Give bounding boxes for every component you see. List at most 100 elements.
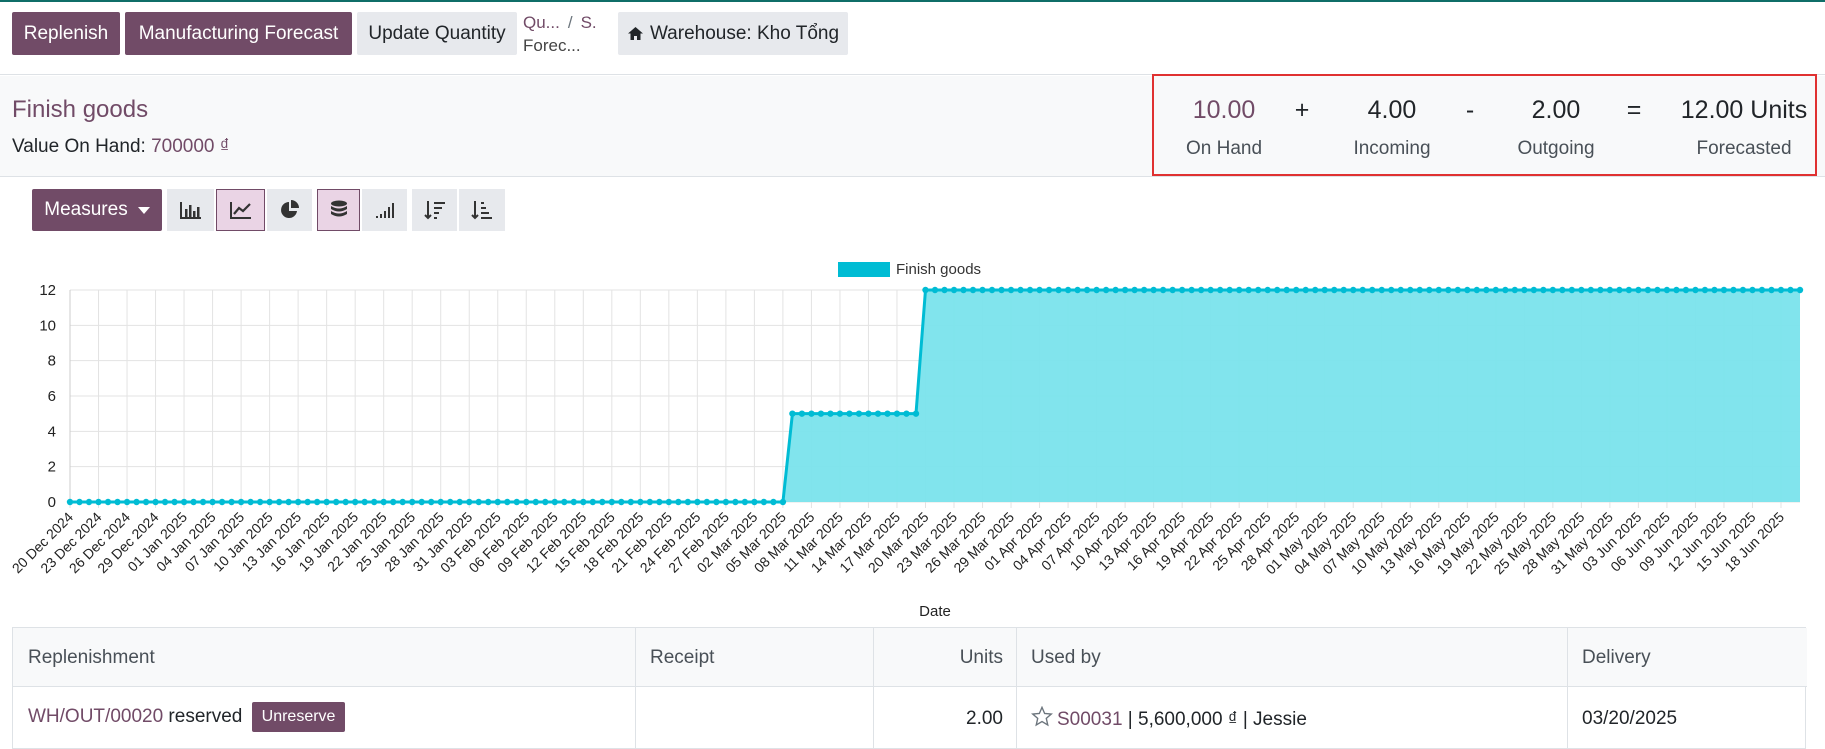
data-point bbox=[1549, 286, 1557, 294]
column-header-delivery[interactable]: Delivery bbox=[1582, 647, 1651, 668]
breadcrumb: Qu... / S. Forec... bbox=[523, 12, 597, 56]
value-on-hand: Value On Hand: 700000 ₫ bbox=[12, 136, 230, 158]
equals-operator: = bbox=[1626, 96, 1642, 124]
data-point bbox=[1483, 286, 1490, 294]
pie-chart-button[interactable] bbox=[267, 189, 312, 231]
data-point bbox=[1102, 286, 1110, 294]
data-point bbox=[1559, 286, 1566, 294]
sale-order-link[interactable]: S00031 bbox=[1057, 709, 1123, 730]
data-point bbox=[551, 498, 558, 506]
data-point bbox=[580, 498, 587, 506]
warehouse-dropdown[interactable]: Warehouse: Kho Tổng bbox=[618, 12, 848, 55]
star-icon[interactable] bbox=[1031, 705, 1053, 727]
data-point bbox=[808, 410, 815, 417]
data-point bbox=[1521, 286, 1528, 294]
data-point bbox=[171, 498, 178, 506]
data-point bbox=[1388, 286, 1395, 294]
data-point bbox=[1150, 286, 1157, 294]
data-point bbox=[722, 498, 730, 506]
data-point bbox=[855, 410, 863, 417]
data-point bbox=[637, 498, 644, 506]
bar-chart-button[interactable] bbox=[167, 189, 214, 231]
data-point bbox=[304, 498, 311, 506]
sort-descending-button[interactable] bbox=[412, 189, 457, 231]
data-point bbox=[1435, 286, 1442, 294]
sort-ascending-button[interactable] bbox=[459, 189, 505, 231]
data-point bbox=[1293, 286, 1300, 294]
data-point bbox=[1777, 286, 1785, 294]
product-title[interactable]: Finish goods bbox=[12, 96, 149, 123]
data-point bbox=[1758, 286, 1766, 294]
pie-chart-icon bbox=[280, 200, 299, 218]
y-tick-label: 8 bbox=[48, 353, 56, 370]
data-point bbox=[114, 498, 121, 506]
data-point bbox=[1578, 286, 1585, 294]
data-point bbox=[969, 286, 977, 294]
column-header-receipt[interactable]: Receipt bbox=[650, 647, 715, 668]
data-point bbox=[751, 498, 758, 506]
cumulative-button[interactable] bbox=[362, 189, 407, 231]
data-point bbox=[1568, 286, 1576, 294]
column-header-replenishment[interactable]: Replenishment bbox=[28, 647, 155, 668]
data-point bbox=[1302, 286, 1309, 294]
data-point bbox=[1625, 286, 1633, 294]
y-tick-label: 4 bbox=[48, 423, 56, 440]
data-point bbox=[209, 498, 216, 506]
update-quantity-button[interactable]: Update Quantity bbox=[357, 12, 517, 55]
line-chart-button[interactable] bbox=[216, 189, 265, 231]
data-point bbox=[988, 286, 996, 294]
data-point bbox=[1749, 286, 1756, 294]
data-point bbox=[589, 498, 597, 506]
data-point bbox=[351, 498, 359, 506]
manufacturing-forecast-button[interactable]: Manufacturing Forecast bbox=[125, 12, 352, 55]
unreserve-button[interactable]: Unreserve bbox=[251, 702, 346, 732]
y-tick-label: 12 bbox=[39, 282, 56, 299]
data-point bbox=[152, 498, 159, 506]
data-point bbox=[874, 410, 882, 417]
measures-dropdown[interactable]: Measures bbox=[32, 189, 162, 231]
data-point bbox=[1140, 286, 1148, 294]
forecast-table: Replenishment Receipt Units Used by Deli… bbox=[12, 627, 1807, 749]
data-point bbox=[1739, 286, 1747, 294]
breadcrumb-item-quants[interactable]: Qu... bbox=[523, 13, 560, 32]
stacked-button[interactable] bbox=[317, 189, 360, 231]
data-point bbox=[342, 498, 349, 506]
column-header-units[interactable]: Units bbox=[959, 647, 1003, 668]
forecast-summary: 10.00 On Hand + 4.00 Incoming - 2.00 Out… bbox=[1152, 74, 1817, 176]
replenish-button[interactable]: Replenish bbox=[12, 12, 120, 55]
forecast-chart: Finish goods 0 2 4 6 8 10 12 20 Dec 2024 23 Dec 2… bbox=[9, 252, 1806, 622]
data-point bbox=[789, 410, 796, 417]
data-point bbox=[950, 286, 958, 294]
column-header-used-by[interactable]: Used by bbox=[1031, 647, 1101, 668]
data-point bbox=[1283, 286, 1290, 294]
data-point bbox=[1331, 286, 1338, 294]
column-divider bbox=[635, 628, 636, 749]
top-accent-line bbox=[0, 0, 1825, 2]
data-point bbox=[912, 410, 920, 417]
data-point bbox=[903, 410, 910, 417]
data-point bbox=[627, 498, 635, 506]
data-point bbox=[123, 498, 131, 506]
data-point bbox=[1464, 286, 1471, 294]
breadcrumb-current: Forec... bbox=[523, 36, 581, 55]
on-hand-value[interactable]: 10.00 bbox=[1192, 96, 1256, 124]
data-point bbox=[523, 498, 530, 506]
data-point bbox=[266, 498, 273, 506]
column-divider bbox=[873, 628, 874, 749]
data-point bbox=[1397, 286, 1404, 294]
data-point bbox=[399, 498, 406, 506]
used-by-details: | 5,600,000 ₫ | Jessie bbox=[1122, 709, 1307, 730]
data-point bbox=[1121, 286, 1129, 294]
data-point bbox=[85, 498, 93, 506]
replenishment-link[interactable]: WH/OUT/00020 bbox=[28, 706, 164, 728]
breadcrumb-item-product[interactable]: S. bbox=[580, 13, 597, 32]
data-point bbox=[779, 498, 787, 506]
data-point bbox=[199, 498, 207, 506]
caret-down-icon bbox=[137, 206, 150, 214]
units-cell: 2.00 bbox=[966, 708, 1003, 729]
delivery-cell: 03/20/2025 bbox=[1582, 708, 1678, 729]
outgoing-value: 2.00 bbox=[1531, 96, 1581, 124]
data-point bbox=[228, 498, 235, 506]
data-point bbox=[1207, 286, 1214, 294]
data-point bbox=[1178, 286, 1186, 294]
